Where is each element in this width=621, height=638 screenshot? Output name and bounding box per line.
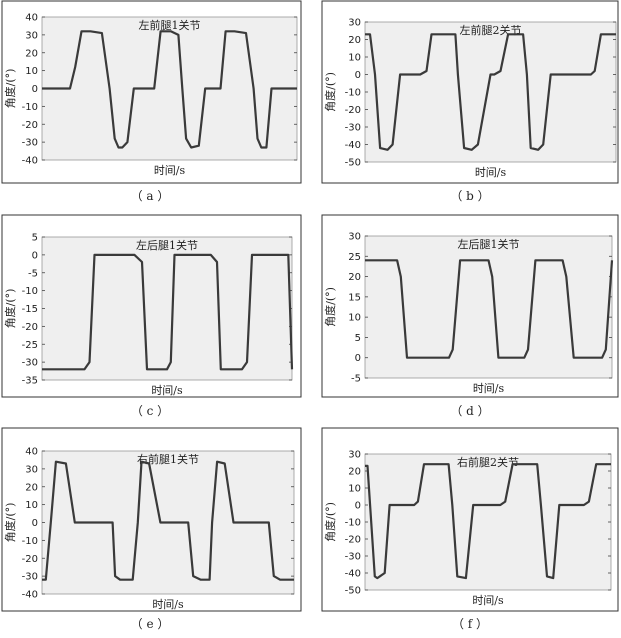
y-tick-label: -10 (345, 518, 361, 529)
y-tick-label: -50 (345, 158, 361, 169)
y-tick-label: 30 (348, 18, 361, 29)
subfigure-caption: （ c ） (131, 404, 169, 418)
y-tick-label: 30 (25, 464, 38, 475)
plot-area (364, 21, 617, 163)
y-axis-label: 角度/(°) (3, 69, 17, 109)
subfigure-caption: （ f ） (452, 617, 488, 631)
chart-title: 右前腿2关节 (457, 455, 519, 469)
y-tick-label: -35 (22, 376, 38, 387)
y-tick-label: 15 (348, 292, 361, 303)
series-line (42, 460, 294, 581)
y-tick-label: -30 (345, 552, 361, 563)
y-tick-label: 0 (355, 70, 361, 81)
panel-frame (321, 0, 619, 184)
y-tick-label: 30 (348, 450, 361, 461)
y-tick-label: 5 (355, 333, 361, 344)
y-tick-label: 10 (25, 66, 38, 77)
y-tick-label: -30 (345, 123, 361, 134)
y-tick-label: -50 (345, 586, 361, 597)
series-line (365, 33, 616, 151)
y-tick-label: 20 (348, 467, 361, 478)
y-tick-label: 30 (348, 232, 361, 243)
chart-title: 左后腿1关节 (136, 238, 198, 252)
chart-title: 右前腿1关节 (137, 452, 199, 466)
y-tick-label: 40 (25, 447, 38, 458)
plot-area (41, 236, 293, 381)
chart-title: 左后腿1关节 (458, 237, 520, 251)
y-tick-label: 0 (32, 250, 38, 261)
y-tick-label: -10 (22, 102, 38, 113)
y-tick-label: 20 (348, 35, 361, 46)
y-tick-label: -10 (22, 286, 38, 297)
panel-frame (1, 0, 302, 184)
y-axis-label: 角度/(°) (323, 72, 337, 112)
y-axis-label: 角度/(°) (323, 502, 337, 542)
x-axis-label: 时间/s (473, 382, 505, 395)
y-tick-label: -5 (28, 268, 38, 279)
y-tick-label: -20 (22, 554, 38, 565)
y-tick-label: -10 (22, 536, 38, 547)
x-axis-label: 时间/s (154, 164, 186, 177)
y-tick-label: -20 (22, 120, 38, 131)
subfigure-caption: （ b ） (450, 189, 489, 203)
y-tick-label: 5 (32, 233, 38, 244)
y-tick-label: -40 (345, 140, 361, 151)
x-axis-label: 时间/s (152, 598, 184, 611)
x-axis-label: 时间/s (151, 384, 183, 397)
chart-title: 左前腿2关节 (460, 23, 522, 37)
series-line (365, 463, 611, 580)
y-tick-label: -20 (22, 322, 38, 333)
y-tick-label: -5 (351, 374, 361, 385)
y-tick-label: -40 (345, 569, 361, 580)
panel-frame (1, 427, 302, 612)
subfigure-caption: （ a ） (131, 189, 170, 203)
chart-title: 左前腿1关节 (139, 18, 201, 32)
y-tick-label: 20 (25, 482, 38, 493)
panel-frame (321, 214, 619, 398)
y-tick-label: 10 (348, 313, 361, 324)
y-tick-label: -30 (22, 138, 38, 149)
x-axis-label: 时间/s (475, 166, 507, 179)
y-tick-label: 25 (348, 252, 361, 263)
y-tick-label: 10 (25, 500, 38, 511)
x-axis-label: 时间/s (472, 594, 504, 607)
series-line (365, 259, 614, 359)
y-tick-label: -40 (22, 590, 38, 601)
y-axis-label: 角度/(°) (3, 289, 17, 329)
panel-frame (321, 427, 619, 612)
y-tick-label: 0 (355, 501, 361, 512)
panel-frame (1, 214, 302, 398)
y-tick-label: -20 (345, 105, 361, 116)
series-line (42, 30, 297, 149)
subfigure-caption: （ e ） (131, 617, 170, 631)
y-tick-label: -15 (22, 304, 38, 315)
y-tick-label: 30 (25, 30, 38, 41)
subfigure-caption: （ d ） (450, 404, 489, 418)
y-tick-label: 40 (25, 13, 38, 24)
y-tick-label: -20 (345, 535, 361, 546)
y-tick-label: 10 (348, 484, 361, 495)
y-tick-label: 0 (32, 518, 38, 529)
y-tick-label: 20 (25, 48, 38, 59)
y-tick-label: -25 (22, 340, 38, 351)
y-tick-label: -30 (22, 572, 38, 583)
y-tick-label: -30 (22, 358, 38, 369)
y-tick-label: -10 (345, 88, 361, 99)
y-tick-label: 0 (355, 353, 361, 364)
y-tick-label: 20 (348, 272, 361, 283)
y-axis-label: 角度/(°) (3, 503, 17, 543)
y-tick-label: -40 (22, 156, 38, 167)
y-axis-label: 角度/(°) (323, 287, 337, 327)
series-line (42, 253, 294, 371)
plot-area (364, 453, 612, 591)
y-tick-label: 0 (32, 84, 38, 95)
y-tick-label: 10 (348, 53, 361, 64)
